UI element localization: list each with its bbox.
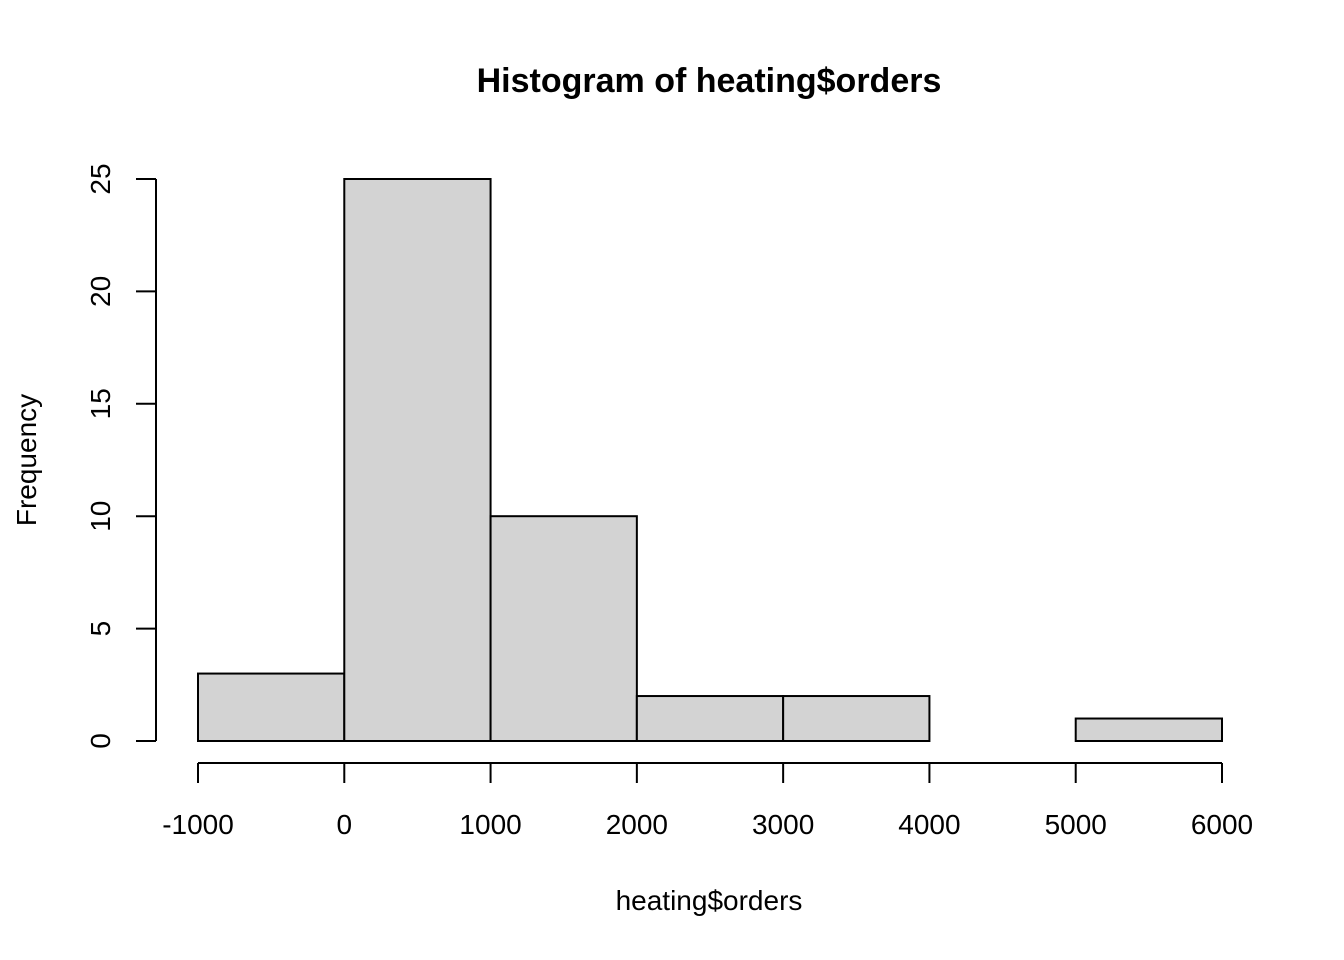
x-tick-label: 5000 <box>1045 809 1107 840</box>
y-tick-label: 10 <box>85 501 116 532</box>
histogram-bar <box>489 515 638 743</box>
histogram-bar <box>635 695 785 742</box>
x-tick-label: 0 <box>336 809 352 840</box>
histogram-bar <box>782 695 931 742</box>
chart-title: Histogram of heating$orders <box>477 62 942 100</box>
histogram-bar <box>343 178 492 742</box>
x-axis-label: heating$orders <box>616 885 803 916</box>
histogram-bar <box>197 672 346 742</box>
x-tick-label: 3000 <box>752 809 814 840</box>
x-tick-label: 1000 <box>459 809 521 840</box>
histogram-bar <box>1074 717 1223 743</box>
x-axis: -1000 0 1000 2000 3000 4000 5000 6000 <box>162 762 1253 840</box>
y-tick-label: 15 <box>85 388 116 419</box>
x-tick-label: 6000 <box>1191 809 1253 840</box>
x-tick-label: 2000 <box>606 809 668 840</box>
y-tick-label: 5 <box>85 621 116 637</box>
bars-group <box>197 178 1223 743</box>
x-tick-label: 4000 <box>898 809 960 840</box>
y-axis-label: Frequency <box>11 394 42 526</box>
y-axis: 0 5 10 15 20 25 <box>85 163 157 749</box>
y-tick-label: 20 <box>85 276 116 307</box>
y-tick-label: 25 <box>85 163 116 194</box>
x-tick-label: -1000 <box>162 809 234 840</box>
y-tick-label: 0 <box>85 733 116 749</box>
